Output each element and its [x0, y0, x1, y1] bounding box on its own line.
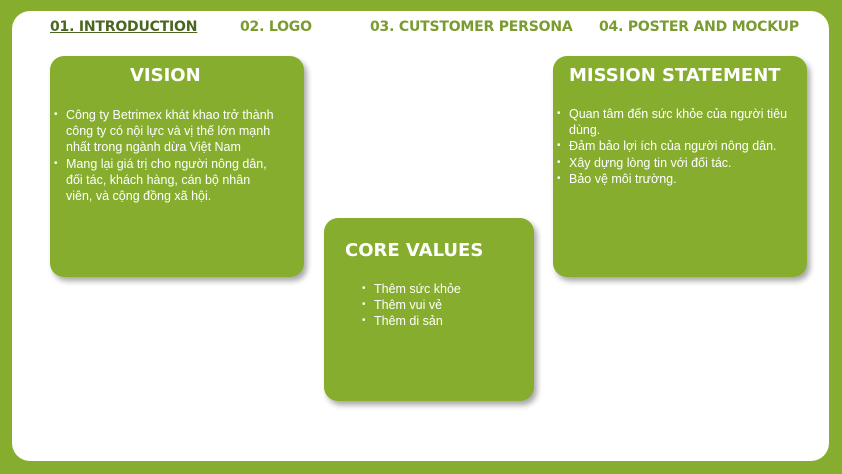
mission-item: Đảm bảo lợi ích của người nông dân.: [555, 138, 803, 154]
mission-title: MISSION STATEMENT: [569, 65, 781, 86]
vision-list: Công ty Betrimex khát khao trở thành côn…: [52, 107, 274, 204]
mission-item: Bảo vệ môi trường.: [555, 171, 803, 187]
vision-card: VISION Công ty Betrimex khát khao trở th…: [50, 56, 304, 277]
slide-canvas: 01. INTRODUCTION 02. LOGO 03. CUTSTOMER …: [12, 11, 829, 461]
nav-customer-persona[interactable]: 03. CUTSTOMER PERSONA: [370, 19, 573, 35]
core-values-list: Thêm sức khỏe Thêm vui vẻ Thêm di sản: [360, 281, 520, 330]
top-navigation: 01. INTRODUCTION 02. LOGO 03. CUTSTOMER …: [12, 19, 829, 39]
core-values-title: CORE VALUES: [345, 240, 484, 261]
core-value-item: Thêm di sản: [360, 313, 520, 329]
vision-item: Công ty Betrimex khát khao trở thành côn…: [52, 107, 274, 156]
mission-item: Quan tâm đến sức khỏe của người tiêu dùn…: [555, 106, 803, 138]
nav-poster-and-mockup[interactable]: 04. POSTER AND MOCKUP: [599, 19, 799, 35]
nav-logo[interactable]: 02. LOGO: [240, 19, 312, 35]
mission-card: MISSION STATEMENT Quan tâm đến sức khỏe …: [553, 56, 807, 277]
mission-list: Quan tâm đến sức khỏe của người tiêu dùn…: [555, 106, 803, 187]
vision-title: VISION: [130, 65, 201, 86]
vision-item: Mang lại giá trị cho người nông dân, đối…: [52, 156, 274, 205]
core-value-item: Thêm sức khỏe: [360, 281, 520, 297]
mission-item: Xây dựng lòng tin với đối tác.: [555, 155, 803, 171]
nav-introduction[interactable]: 01. INTRODUCTION: [50, 19, 198, 35]
core-value-item: Thêm vui vẻ: [360, 297, 520, 313]
core-values-card: CORE VALUES Thêm sức khỏe Thêm vui vẻ Th…: [324, 218, 534, 401]
